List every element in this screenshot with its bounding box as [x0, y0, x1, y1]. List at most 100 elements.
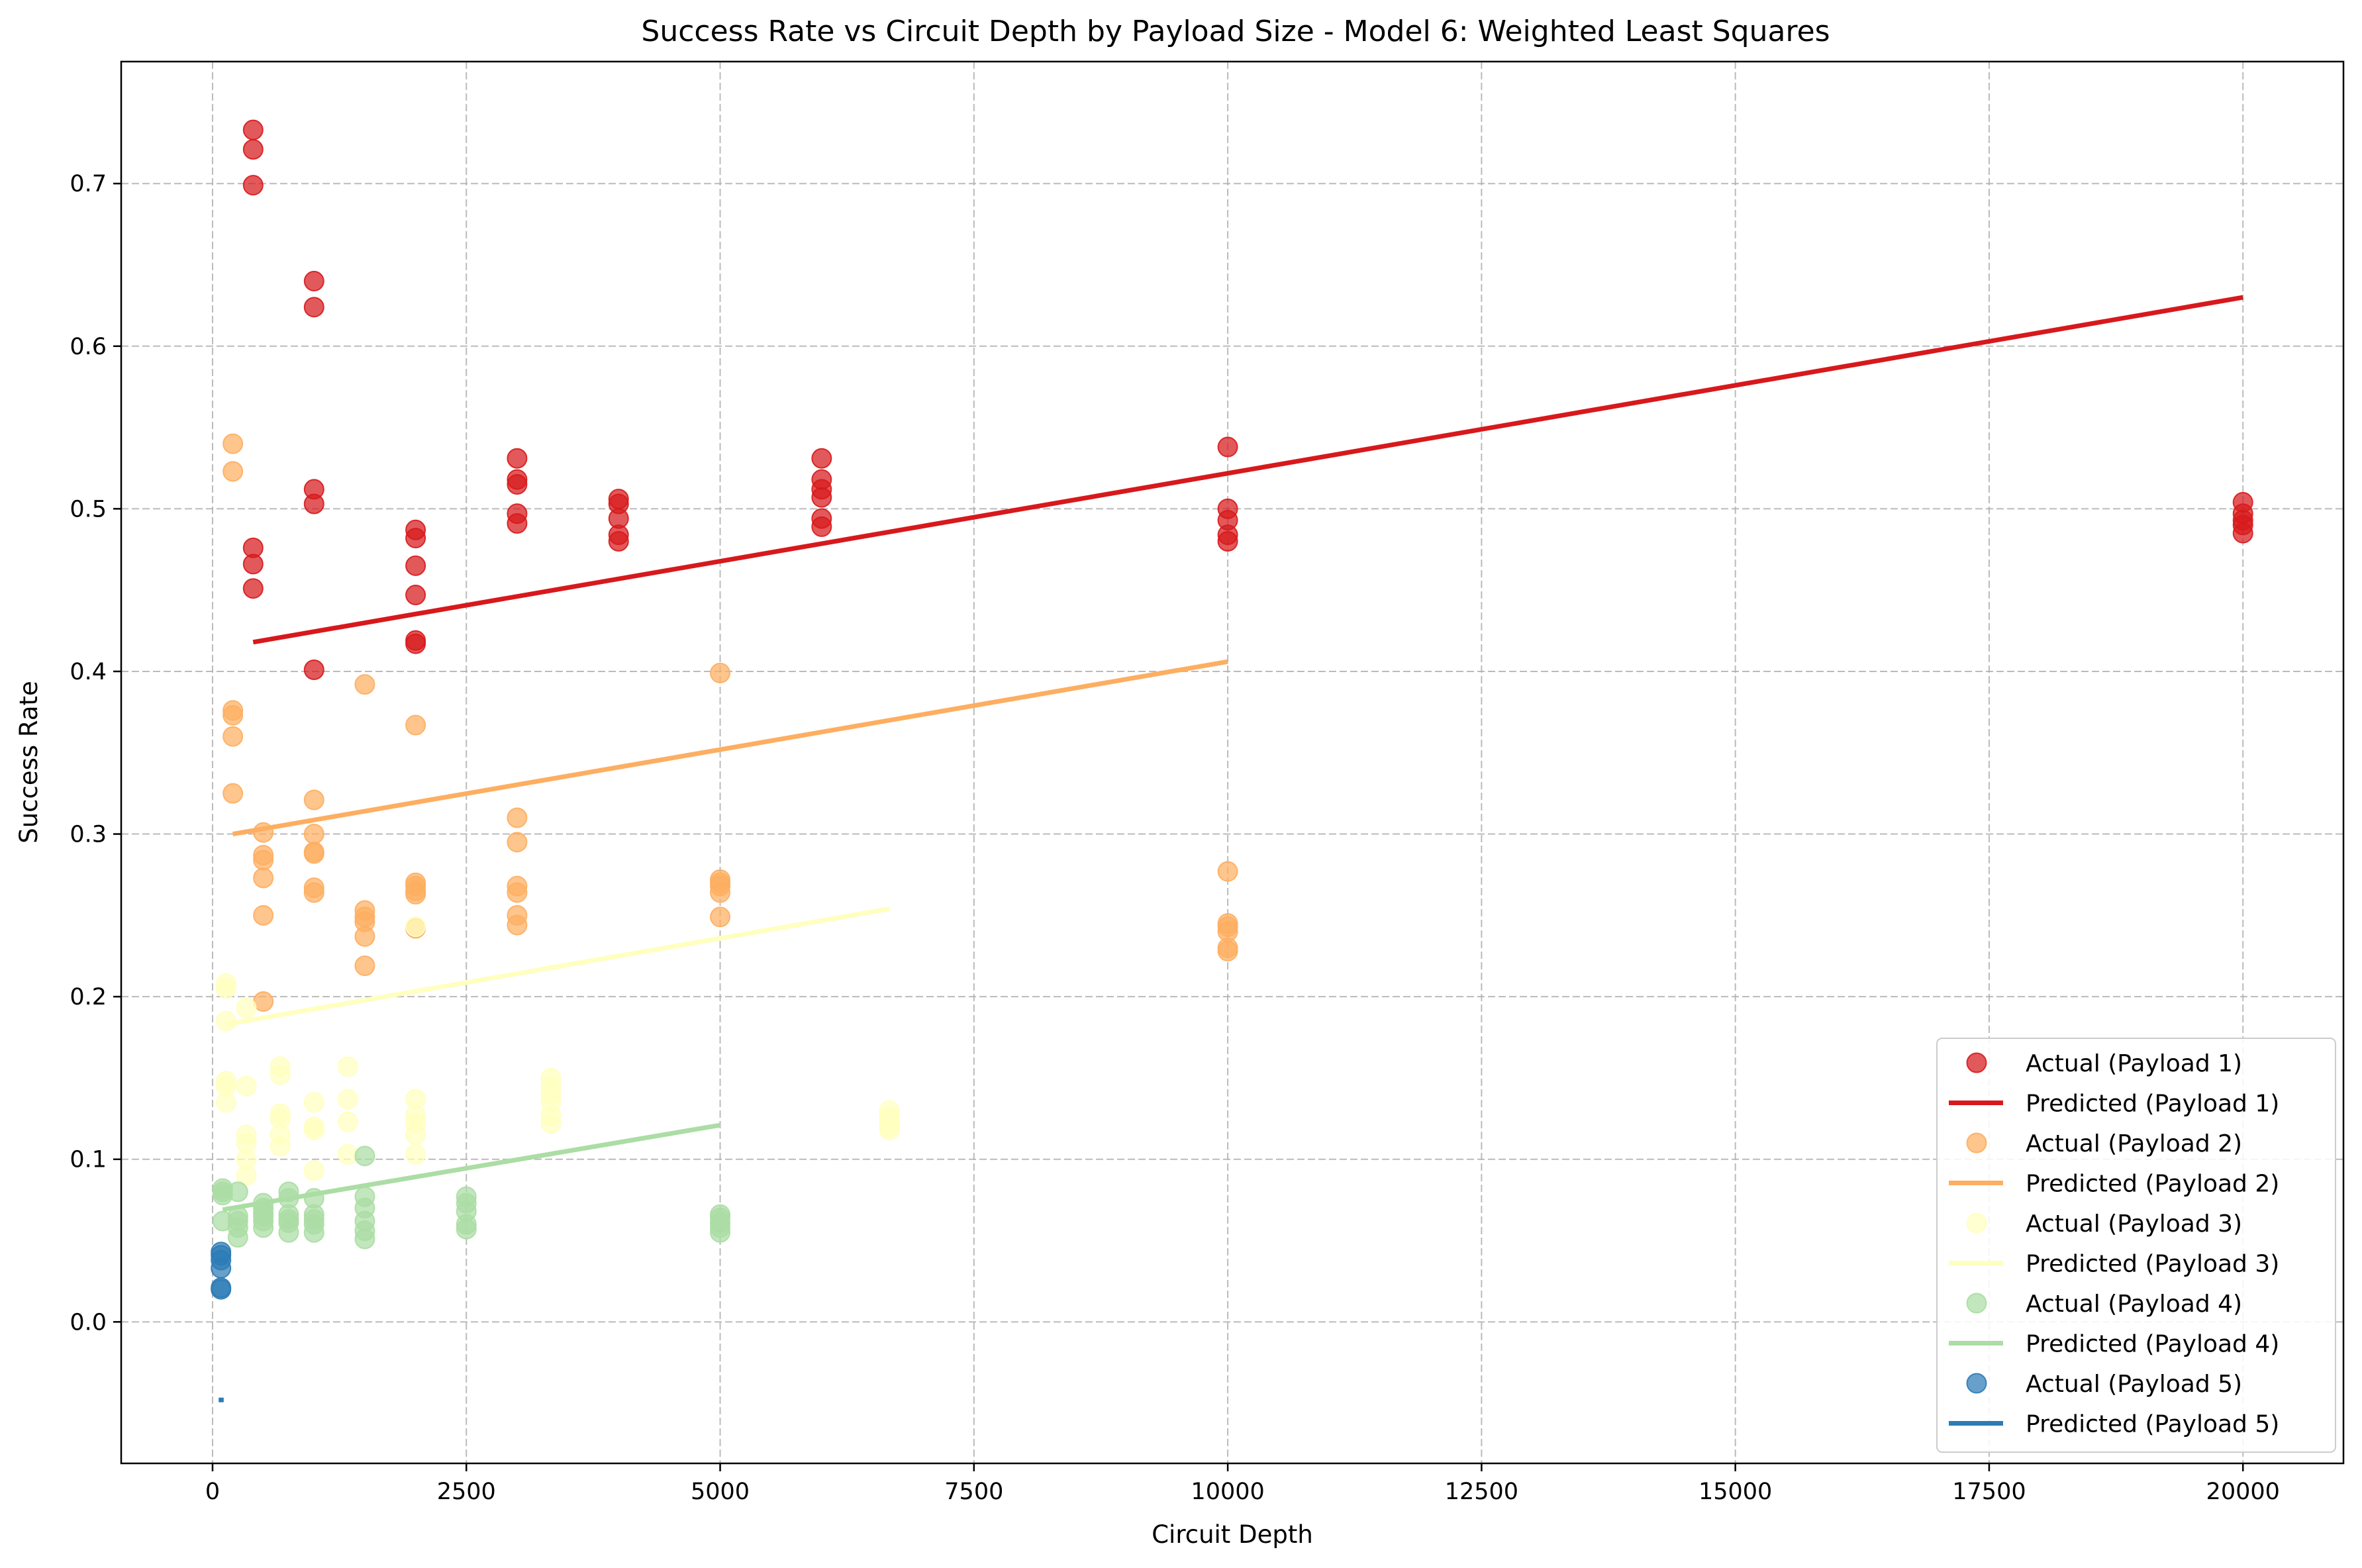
data-point-actual-payload-2 [507, 882, 528, 903]
x-tick-label: 2500 [437, 1479, 496, 1505]
x-tick-label: 15000 [1698, 1479, 1772, 1505]
data-point-actual-payload-3 [405, 1144, 426, 1165]
data-point-actual-payload-5 [211, 1279, 232, 1300]
data-point-actual-payload-2 [222, 461, 244, 482]
data-point-actual-payload-1 [242, 119, 264, 140]
data-point-actual-payload-2 [303, 882, 324, 903]
legend-marker [1966, 1212, 1987, 1234]
data-point-actual-payload-3 [236, 997, 257, 1018]
data-point-actual-payload-3 [337, 1089, 358, 1110]
x-tick-label: 10000 [1191, 1479, 1264, 1505]
legend: Actual (Payload 1) Predicted (Payload 1) A… [1936, 1038, 2336, 1453]
legend-marker [1966, 1052, 1987, 1073]
data-point-actual-payload-2 [303, 789, 324, 810]
data-point-actual-payload-1 [242, 578, 264, 599]
legend-marker [1966, 1373, 1987, 1394]
legend-label: Actual (Payload 4) [2026, 1291, 2242, 1318]
data-point-actual-payload-3 [215, 1092, 236, 1113]
data-point-actual-payload-3 [236, 1075, 257, 1097]
data-point-actual-payload-1 [242, 175, 264, 196]
x-tick-label: 5000 [691, 1479, 750, 1505]
data-point-actual-payload-2 [507, 832, 528, 853]
data-point-actual-payload-3 [236, 1165, 257, 1186]
legend-marker [1966, 1132, 1987, 1153]
data-point-actual-payload-1 [507, 448, 528, 469]
legend-label: Actual (Payload 5) [2026, 1371, 2242, 1398]
data-point-actual-payload-2 [710, 906, 731, 928]
data-point-actual-payload-2 [405, 714, 426, 736]
data-point-actual-payload-4 [456, 1218, 477, 1240]
data-point-actual-payload-4 [303, 1222, 324, 1243]
data-point-actual-payload-2 [1217, 861, 1238, 882]
data-point-actual-payload-2 [222, 705, 244, 726]
data-point-actual-payload-1 [811, 516, 832, 537]
data-point-actual-payload-2 [222, 783, 244, 804]
x-axis-label: Circuit Depth [1152, 1520, 1313, 1549]
data-point-actual-payload-2 [507, 914, 528, 936]
legend-label: Predicted (Payload 2) [2026, 1171, 2279, 1198]
legend-label: Predicted (Payload 5) [2026, 1411, 2279, 1438]
data-point-actual-payload-2 [354, 926, 375, 947]
data-point-actual-payload-1 [1217, 530, 1238, 552]
data-point-actual-payload-2 [253, 867, 274, 889]
y-tick-label: 0.6 [70, 334, 107, 360]
x-tick-label: 17500 [1952, 1479, 2026, 1505]
data-point-actual-payload-2 [354, 674, 375, 695]
data-point-actual-payload-2 [507, 807, 528, 828]
y-tick-label: 0.0 [70, 1309, 107, 1336]
line-predicted-payload-1 [252, 295, 2243, 645]
y-axis-label: Success Rate [15, 681, 43, 844]
actual-points [211, 119, 2253, 1300]
legend-label: Actual (Payload 3) [2026, 1210, 2242, 1238]
data-point-actual-payload-2 [253, 905, 274, 926]
data-point-actual-payload-3 [405, 1124, 426, 1146]
y-tick-label: 0.1 [70, 1147, 107, 1173]
y-tick-label: 0.7 [70, 171, 107, 197]
data-point-actual-payload-2 [1217, 940, 1238, 961]
y-tick-label: 0.3 [70, 822, 107, 848]
data-point-actual-payload-4 [278, 1222, 299, 1243]
data-point-actual-payload-3 [405, 916, 426, 938]
data-point-actual-payload-1 [405, 528, 426, 549]
data-point-actual-payload-3 [215, 978, 236, 999]
data-point-actual-payload-1 [608, 530, 629, 552]
data-point-actual-payload-1 [303, 660, 324, 681]
legend-marker [1966, 1293, 1987, 1314]
data-point-actual-payload-2 [222, 726, 244, 747]
data-point-actual-payload-1 [507, 513, 528, 534]
legend-label: Actual (Payload 1) [2026, 1050, 2242, 1077]
data-point-actual-payload-3 [337, 1144, 358, 1165]
data-point-actual-payload-1 [1217, 436, 1238, 458]
data-point-actual-payload-1 [405, 633, 426, 654]
x-tick-label: 20000 [2206, 1479, 2280, 1505]
data-point-actual-payload-1 [405, 555, 426, 576]
y-tick-label: 0.2 [70, 984, 107, 1010]
data-point-actual-payload-4 [227, 1181, 248, 1202]
data-point-actual-payload-3 [540, 1113, 562, 1134]
data-point-actual-payload-3 [303, 1160, 324, 1181]
data-point-actual-payload-4 [710, 1222, 731, 1243]
data-point-actual-payload-2 [303, 824, 324, 845]
legend-box [1936, 1038, 2336, 1453]
x-tick-label: 0 [205, 1479, 220, 1505]
y-tick-label: 0.5 [70, 496, 107, 522]
data-point-actual-payload-1 [507, 474, 528, 495]
axis-ticks: 0 2500 5000 7500 10000 12500 15000 17500 20000 0.… [70, 171, 2280, 1505]
data-point-actual-payload-4 [253, 1217, 274, 1238]
data-point-actual-payload-1 [303, 297, 324, 318]
chart-title: Success Rate vs Circuit Depth by Payload… [641, 15, 1830, 48]
data-point-actual-payload-2 [354, 955, 375, 976]
grid [121, 62, 2343, 1463]
legend-label: Predicted (Payload 1) [2026, 1091, 2279, 1118]
predicted-lines [219, 295, 2243, 1402]
line-predicted-payload-2 [232, 659, 1228, 837]
data-point-actual-payload-2 [710, 662, 731, 683]
data-point-actual-payload-1 [303, 493, 324, 514]
data-point-actual-payload-2 [253, 850, 274, 871]
legend-label: Predicted (Payload 3) [2026, 1251, 2279, 1278]
plot-frame [120, 60, 2345, 1465]
data-point-actual-payload-3 [303, 1092, 324, 1113]
data-point-actual-payload-1 [242, 554, 264, 575]
legend-label: Predicted (Payload 4) [2026, 1331, 2279, 1358]
